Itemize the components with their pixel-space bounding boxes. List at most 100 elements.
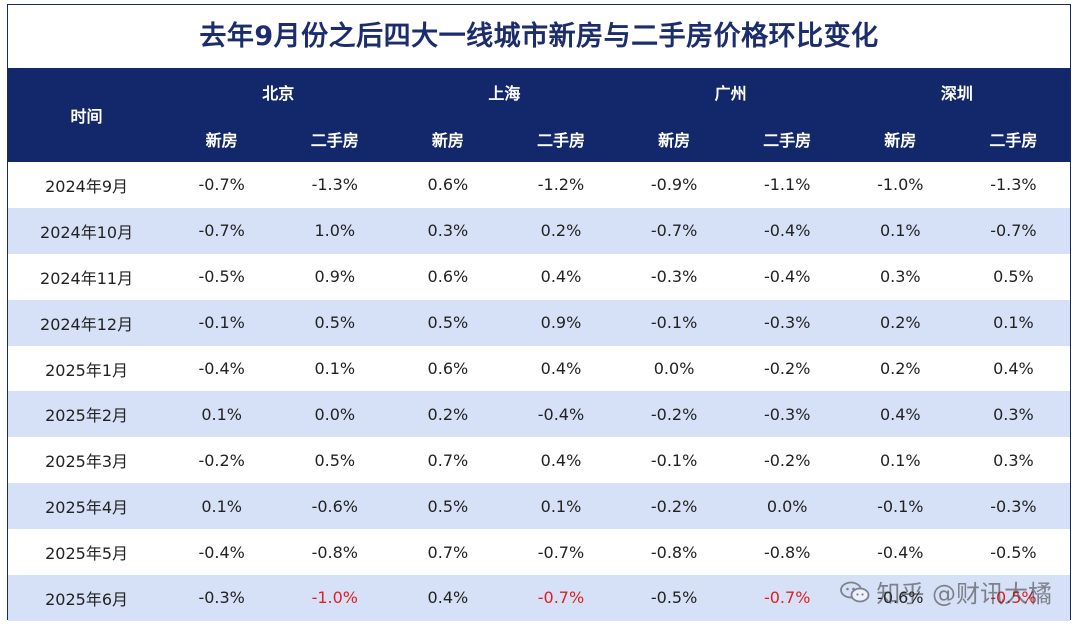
value-cell: -0.6%: [843, 575, 957, 621]
row-date-cell: 2025年2月: [8, 391, 166, 438]
value-cell: 0.2%: [843, 299, 957, 346]
value-cell: -0.9%: [650, 175, 698, 195]
value-cell: -0.4%: [730, 207, 844, 254]
value-cell: -0.4%: [504, 391, 618, 438]
value-cell: -0.1%: [843, 483, 957, 530]
row-date-cell: 2025年5月: [45, 544, 129, 564]
row-date-cell: 2025年6月: [8, 575, 166, 621]
value-cell: 0.1%: [843, 207, 957, 254]
value-cell: 0.9%: [504, 299, 618, 346]
row-date-cell: 2025年3月: [45, 452, 129, 472]
table-row: 2024年9月 -0.7% -1.3% 0.6% -1.2% -0.9% -1.1% -1.0…: [8, 162, 1070, 208]
value-cell: 0.4%: [391, 575, 505, 621]
value-cell: 0.3%: [956, 391, 1070, 438]
value-cell: -0.4%: [763, 267, 811, 287]
value-cell: 0.4%: [540, 267, 582, 287]
value-cell: -0.7%: [504, 575, 618, 621]
value-cell: -0.3%: [730, 299, 844, 346]
value-cell: -0.2%: [763, 450, 811, 470]
value-cell: 0.0%: [278, 391, 392, 438]
value-cell: -0.3%: [956, 483, 1070, 530]
sub-header-resale: 二手房: [278, 115, 392, 162]
value-cell: -0.4%: [198, 542, 245, 562]
table-row: 2024年10月 -0.7% 1.0% 0.3% 0.2% -0.7% -0.4% 0.1% -…: [8, 207, 1070, 254]
sub-header-new: 新房: [165, 115, 279, 162]
row-date-cell: 2024年9月: [45, 176, 129, 196]
value-cell: 0.0%: [653, 359, 695, 378]
table-row: 2024年12月 -0.1% 0.5% 0.5% 0.9% -0.1% -0.3% 0.2% 0…: [8, 299, 1070, 346]
value-cell: 0.5%: [314, 450, 356, 470]
value-cell: -0.7%: [198, 175, 245, 195]
value-cell: 0.4%: [993, 359, 1034, 378]
value-cell: -0.3%: [730, 391, 844, 438]
value-cell: -1.1%: [763, 175, 811, 195]
table-header: 时间 北京 上海 广州 深圳 新房 二手房 新房 二手房 新房 二手房 新房 二…: [8, 68, 1070, 162]
value-cell: 0.0%: [730, 483, 844, 530]
value-cell: 0.5%: [391, 299, 505, 346]
value-cell: -0.4%: [198, 359, 245, 378]
sub-header-new: 新房: [391, 115, 505, 162]
value-cell: 0.1%: [504, 483, 618, 530]
value-cell: -0.7%: [537, 542, 585, 562]
value-cell: -1.3%: [311, 175, 358, 195]
value-cell: -0.2%: [763, 359, 811, 378]
value-cell: 0.6%: [427, 175, 469, 195]
row-date-cell: 2024年10月: [8, 207, 166, 254]
city-header-shanghai: 上海: [391, 68, 618, 115]
value-cell: 0.2%: [391, 391, 505, 438]
value-cell: -1.2%: [537, 175, 585, 195]
value-cell: 0.3%: [993, 450, 1034, 470]
value-cell: -1.0%: [278, 575, 392, 621]
sub-header-resale: 二手房: [730, 115, 844, 162]
value-cell: 0.1%: [314, 359, 356, 378]
table-row: 2025年6月 -0.3% -1.0% 0.4% -0.7% -0.5% -0.7% -0.6…: [8, 575, 1070, 621]
table-row: 2025年5月 -0.4% -0.8% 0.7% -0.7% -0.8% -0.8% -0.4…: [8, 529, 1070, 575]
value-cell: -0.7%: [956, 207, 1070, 254]
value-cell: 0.6%: [427, 267, 469, 287]
value-cell: 0.6%: [427, 359, 469, 378]
sub-header-resale: 二手房: [504, 115, 618, 162]
value-cell: -0.7%: [165, 207, 279, 254]
city-header-guangzhou: 广州: [617, 68, 844, 115]
table-body: 2024年9月 -0.7% -1.3% 0.6% -1.2% -0.9% -1.1% -1.0…: [8, 162, 1070, 621]
table-row: 2025年2月 0.1% 0.0% 0.2% -0.4% -0.2% -0.3% 0.4% 0.…: [8, 391, 1070, 438]
value-cell: -0.7%: [617, 207, 731, 254]
value-cell: -0.1%: [165, 299, 279, 346]
value-cell: 0.2%: [504, 207, 618, 254]
value-cell: 0.1%: [879, 450, 921, 470]
value-cell: 0.1%: [165, 391, 279, 438]
sub-header-new: 新房: [617, 115, 731, 162]
value-cell: 0.1%: [956, 299, 1070, 346]
value-cell: 0.3%: [879, 267, 921, 287]
price-change-table: 时间 北京 上海 广州 深圳 新房 二手房 新房 二手房 新房 二手房 新房 二…: [8, 68, 1070, 621]
value-cell: 0.7%: [427, 450, 469, 470]
table-frame: 去年9月份之后四大一线城市新房与二手房价格环比变化 时间 北京 上海 广州 深圳…: [7, 4, 1071, 621]
sub-header-new: 新房: [843, 115, 957, 162]
value-cell: -0.5%: [956, 575, 1070, 621]
value-cell: -0.8%: [311, 542, 358, 562]
value-cell: -0.5%: [990, 542, 1037, 562]
value-cell: 0.5%: [993, 267, 1034, 287]
value-cell: -0.2%: [198, 450, 245, 470]
value-cell: -0.7%: [730, 575, 844, 621]
value-cell: 0.3%: [391, 207, 505, 254]
city-header-beijing: 北京: [165, 68, 392, 115]
value-cell: 0.4%: [540, 450, 582, 470]
table-title: 去年9月份之后四大一线城市新房与二手房价格环比变化: [199, 21, 879, 52]
city-header-shenzhen: 深圳: [843, 68, 1070, 115]
row-date-cell: 2025年1月: [45, 360, 129, 380]
row-date-cell: 2025年4月: [8, 483, 166, 530]
row-date-cell: 2024年12月: [8, 299, 166, 346]
value-cell: 0.1%: [165, 483, 279, 530]
value-cell: -0.2%: [617, 391, 731, 438]
value-cell: -0.2%: [617, 483, 731, 530]
sub-header-resale: 二手房: [956, 115, 1070, 162]
table-row: 2025年3月 -0.2% 0.5% 0.7% 0.4% -0.1% -0.2% 0.1% 0.…: [8, 437, 1070, 483]
value-cell: 0.4%: [540, 359, 582, 378]
value-cell: 0.4%: [843, 391, 957, 438]
table-row: 2024年11月 -0.5% 0.9% 0.6% 0.4% -0.3% -0.4% 0.3% 0…: [8, 254, 1070, 300]
value-cell: -0.8%: [650, 542, 698, 562]
value-cell: -0.4%: [877, 542, 924, 562]
value-cell: 0.5%: [278, 299, 392, 346]
value-cell: 0.9%: [314, 267, 356, 287]
